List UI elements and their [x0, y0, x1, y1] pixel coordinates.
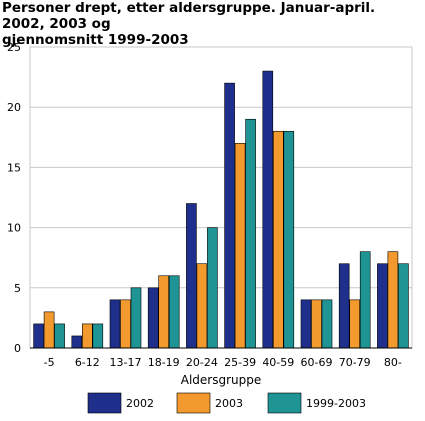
x-tick-label: 40-59	[262, 356, 294, 369]
legend-label-2003: 2003	[215, 397, 243, 410]
bar-2003-25-39	[234, 143, 246, 349]
legend-swatch-2003	[176, 392, 211, 414]
legend-swatch-2002	[87, 392, 122, 414]
bar-2002--5	[33, 323, 44, 349]
x-tick-label: 18-19	[148, 356, 180, 369]
bar-2002-25-39	[224, 82, 235, 349]
y-tick-label: 5	[14, 282, 21, 295]
bar-2003-6-12	[82, 323, 93, 349]
bar-1999-2003-70-79	[359, 251, 371, 349]
bar-2003-20-24	[196, 263, 208, 349]
bar-2003-70-79	[349, 299, 361, 349]
bar-2002-70-79	[338, 263, 350, 349]
bar-1999-2003-25-39	[245, 118, 256, 349]
y-tick-label: 25	[7, 41, 21, 54]
bar-2003-18-19	[158, 275, 169, 349]
x-tick-label: 13-17	[110, 356, 142, 369]
bar-2002-20-24	[186, 203, 197, 349]
bar-1999-2003-80-	[398, 263, 409, 349]
bar-1999-2003-6-12	[92, 323, 104, 349]
bar-1999-2003--5	[54, 323, 65, 349]
bar-2002-40-59	[262, 70, 274, 349]
x-tick-label: 25-39	[224, 356, 256, 369]
y-tick-label: 20	[7, 101, 21, 114]
bar-2003-60-69	[311, 299, 322, 349]
bar-2002-6-12	[71, 335, 83, 349]
legend-swatch-1999-2003	[267, 392, 302, 414]
y-tick-label: 15	[7, 161, 21, 174]
bar-1999-2003-60-69	[321, 299, 333, 349]
chart-title: Personer drept, etter aldersgruppe. Janu…	[2, 0, 376, 48]
bar-1999-2003-40-59	[283, 130, 295, 349]
bar-1999-2003-18-19	[168, 275, 180, 349]
bar-2002-60-69	[300, 299, 312, 349]
bar-2003-40-59	[272, 130, 284, 349]
legend-label-2002: 2002	[126, 397, 154, 410]
bar-2003--5	[43, 311, 55, 349]
x-tick-label: 6-12	[75, 356, 100, 369]
bar-2003-80-	[387, 251, 399, 349]
bar-2002-18-19	[147, 287, 159, 349]
bar-1999-2003-13-17	[130, 287, 142, 349]
y-tick-label: 0	[14, 342, 21, 355]
y-tick-label: 10	[7, 222, 21, 235]
x-axis-label: Aldersgruppe	[181, 373, 262, 387]
bar-2002-13-17	[109, 299, 121, 349]
x-tick-label: 70-79	[339, 356, 371, 369]
x-tick-label: -5	[44, 356, 55, 369]
legend-label-1999-2003: 1999-2003	[306, 397, 366, 410]
bar-1999-2003-20-24	[207, 227, 218, 349]
x-tick-label: 60-69	[301, 356, 333, 369]
x-tick-label: 80-	[384, 356, 402, 369]
bar-2002-80-	[377, 263, 388, 349]
bar-2003-13-17	[120, 299, 131, 349]
x-tick-label: 20-24	[186, 356, 218, 369]
